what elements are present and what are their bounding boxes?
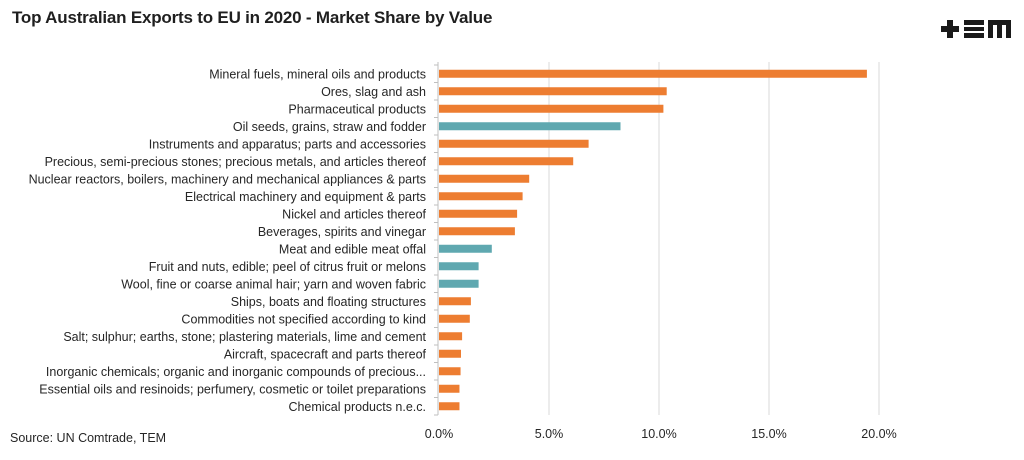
category-label: Pharmaceutical products bbox=[288, 102, 426, 116]
bar bbox=[439, 87, 667, 96]
category-labels: Mineral fuels, mineral oils and products… bbox=[29, 67, 427, 414]
x-tick-labels: 0.0% 5.0% 10.0% 15.0% 20.0% bbox=[425, 427, 897, 441]
bar bbox=[439, 384, 460, 393]
x-tick-label: 10.0% bbox=[641, 427, 676, 441]
category-label: Precious, semi-precious stones; precious… bbox=[45, 155, 427, 169]
category-label: Chemical products n.e.c. bbox=[288, 400, 426, 414]
bar bbox=[439, 157, 574, 166]
category-label: Essential oils and resinoids; perfumery,… bbox=[39, 382, 426, 396]
category-label: Commodities not specified according to k… bbox=[181, 312, 426, 326]
y-axis bbox=[434, 62, 439, 416]
category-label: Meat and edible meat offal bbox=[279, 242, 426, 256]
category-label: Ships, boats and floating structures bbox=[231, 295, 426, 309]
category-label: Wool, fine or coarse animal hair; yarn a… bbox=[121, 277, 426, 291]
bar bbox=[439, 69, 867, 78]
bar bbox=[439, 104, 664, 113]
bar bbox=[439, 367, 461, 376]
category-label: Ores, slag and ash bbox=[321, 85, 426, 99]
category-label: Nuclear reactors, boilers, machinery and… bbox=[29, 172, 426, 186]
bar bbox=[439, 279, 479, 288]
bar bbox=[439, 297, 471, 306]
bar bbox=[439, 349, 461, 358]
bar bbox=[439, 227, 515, 236]
bars bbox=[439, 69, 867, 411]
x-tick-label: 15.0% bbox=[751, 427, 786, 441]
category-label: Aircraft, spacecraft and parts thereof bbox=[224, 347, 427, 361]
x-tick-label: 0.0% bbox=[425, 427, 454, 441]
x-tick-label: 20.0% bbox=[861, 427, 896, 441]
source-note: Source: UN Comtrade, TEM bbox=[10, 431, 167, 445]
category-label: Inorganic chemicals; organic and inorgan… bbox=[46, 365, 426, 379]
category-label: Electrical machinery and equipment & par… bbox=[185, 190, 426, 204]
bar bbox=[439, 262, 479, 271]
category-label: Nickel and articles thereof bbox=[282, 207, 426, 221]
bar bbox=[439, 332, 463, 341]
x-tick-label: 5.0% bbox=[535, 427, 564, 441]
category-label: Beverages, spirits and vinegar bbox=[258, 225, 426, 239]
chart-title: Top Australian Exports to EU in 2020 - M… bbox=[12, 8, 493, 27]
gridlines bbox=[548, 62, 880, 415]
bar bbox=[439, 402, 460, 411]
bar bbox=[439, 139, 589, 148]
bar bbox=[439, 244, 492, 253]
category-label: Fruit and nuts, edible; peel of citrus f… bbox=[149, 260, 426, 274]
bar bbox=[439, 192, 523, 201]
bar bbox=[439, 122, 621, 131]
category-label: Mineral fuels, mineral oils and products bbox=[209, 67, 426, 81]
tem-logo-icon bbox=[941, 20, 1011, 38]
bar bbox=[439, 314, 470, 323]
category-label: Salt; sulphur; earths, stone; plastering… bbox=[63, 330, 426, 344]
bar bbox=[439, 174, 530, 183]
bar bbox=[439, 209, 518, 218]
category-label: Oil seeds, grains, straw and fodder bbox=[233, 120, 426, 134]
category-label: Instruments and apparatus; parts and acc… bbox=[149, 137, 426, 151]
